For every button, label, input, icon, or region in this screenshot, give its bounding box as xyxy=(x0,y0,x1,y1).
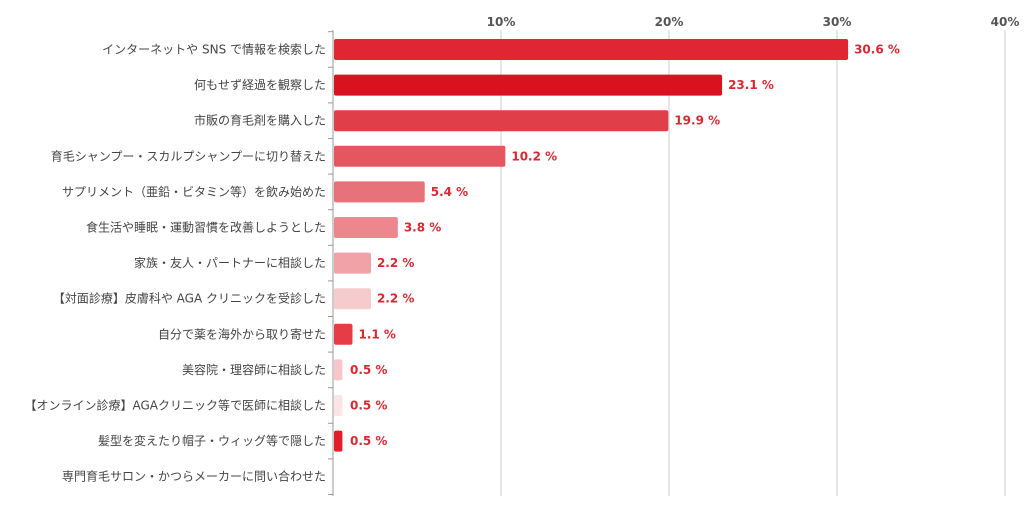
bar xyxy=(334,395,343,416)
category-label: 何もせず経過を観察した xyxy=(194,78,326,92)
category-label: 食生活や睡眠・運動習慣を改善しようとした xyxy=(86,220,326,235)
bar xyxy=(334,323,353,345)
category-label: 【オンライン診療】AGAクリニック等で医師に相談した xyxy=(24,398,326,413)
data-label: 19.9 % xyxy=(674,114,720,128)
data-label: 30.6 % xyxy=(854,43,900,57)
bar xyxy=(334,252,371,274)
category-label: 自分で薬を海外から取り寄せた xyxy=(158,326,326,341)
category-labels: インターネットや SNS で情報を検索した何もせず経過を観察した市販の育毛剤を購… xyxy=(24,43,326,484)
bar xyxy=(334,217,398,238)
category-label: インターネットや SNS で情報を検索した xyxy=(102,43,326,57)
category-label: 【対面診療】皮膚科や AGA クリニックを受診した xyxy=(53,291,326,306)
data-label: 1.1 % xyxy=(358,327,395,341)
data-label: 0.5 % xyxy=(350,434,387,448)
data-label: 2.2 % xyxy=(377,292,414,306)
bars xyxy=(334,39,849,452)
category-label: サプリメント（亜鉛・ビタミン等）を飲み始めた xyxy=(62,184,326,199)
x-tick-label: 10% xyxy=(487,15,516,29)
data-label: 23.1 % xyxy=(728,78,774,92)
bar xyxy=(334,110,669,132)
bar xyxy=(334,430,343,452)
data-label: 2.2 % xyxy=(377,256,414,270)
data-label: 5.4 % xyxy=(431,185,468,199)
category-label: 市販の育毛剤を購入した xyxy=(194,113,326,128)
bar xyxy=(334,359,343,381)
x-tick-label: 40% xyxy=(991,15,1020,29)
x-tick-label: 30% xyxy=(823,15,852,29)
data-label: 10.2 % xyxy=(511,149,557,163)
bar xyxy=(334,145,506,167)
gridlines xyxy=(328,30,1006,496)
data-label: 3.8 % xyxy=(404,221,441,235)
data-labels: 30.6 % 23.1 % 19.9 % 10.2 % 5.4 % 3.8 % 2.2 % 2… xyxy=(350,43,900,449)
bar xyxy=(334,288,371,310)
bar xyxy=(334,39,849,60)
x-tick-labels: 10% 20% 30% 40% xyxy=(487,15,1020,29)
category-label: 専門育毛サロン・かつらメーカーに問い合わせた xyxy=(62,469,326,484)
category-label: 髪型を変えたり帽子・ウィッグ等で隠した xyxy=(98,433,326,448)
x-tick-label: 20% xyxy=(655,15,684,29)
bar xyxy=(334,74,723,96)
data-label: 0.5 % xyxy=(350,363,387,377)
category-label: 美容院・理容師に相談した xyxy=(182,362,326,377)
data-label: 0.5 % xyxy=(350,399,387,413)
category-label: 家族・友人・パートナーに相談した xyxy=(134,255,326,270)
bar xyxy=(334,181,425,203)
category-label: 育毛シャンプー・スカルプシャンプーに切り替えた xyxy=(51,148,326,163)
